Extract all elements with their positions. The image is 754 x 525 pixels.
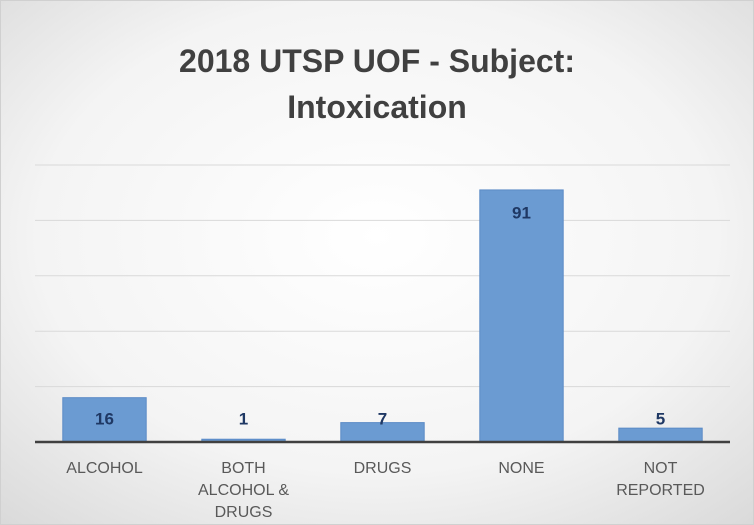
x-tick-label: ALCOHOL xyxy=(66,460,143,477)
x-tick-label: BOTH ALCOHOL & DRUGS xyxy=(198,460,289,518)
title-box: 2018 UTSP UOF - Subject: Intoxication xyxy=(179,43,575,125)
x-tick-label: NOT REPORTED xyxy=(616,460,705,499)
x-label-box: ALCOHOL xyxy=(66,460,143,477)
data-label: 5 xyxy=(656,409,665,428)
bar xyxy=(618,427,703,443)
x-label-box: BOTH ALCOHOL & DRUGS xyxy=(198,460,289,518)
data-label: 1 xyxy=(239,409,248,428)
x-label-box: NONE xyxy=(498,460,545,477)
bar xyxy=(479,189,564,443)
data-label: 16 xyxy=(95,409,114,428)
x-tick-label: NONE xyxy=(498,460,545,477)
x-label-box: NOT REPORTED xyxy=(616,460,705,499)
data-label: 91 xyxy=(512,203,531,222)
x-tick-label: DRUGS xyxy=(353,460,412,477)
data-label: 7 xyxy=(378,409,387,428)
chart-title: 2018 UTSP UOF - Subject: Intoxication xyxy=(179,43,575,125)
x-label-box: DRUGS xyxy=(353,460,412,477)
